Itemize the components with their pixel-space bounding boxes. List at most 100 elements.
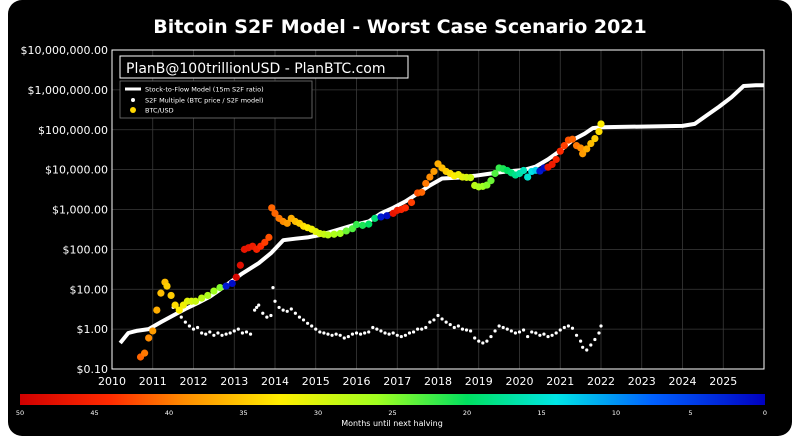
- btc-usd-point: [336, 229, 344, 238]
- s2f-multiple-point: [440, 317, 444, 321]
- s2f-multiple-point: [581, 345, 585, 349]
- colorbar-tick-label: 45: [90, 409, 98, 417]
- y-tick-label: $100.00: [63, 243, 109, 256]
- y-axis: $0.10 $1.00 $10.00 $100.00 $1,000.00 $10,000.…: [21, 44, 108, 376]
- btc-usd-point: [141, 349, 149, 357]
- s2f-multiple-point: [271, 285, 275, 290]
- s2f-multiple-point: [322, 331, 326, 335]
- btc-usd-point: [153, 306, 161, 314]
- btc-usd-point: [236, 261, 244, 269]
- s2f-multiple-point: [521, 328, 526, 332]
- btc-usd-point: [579, 150, 587, 158]
- x-tick-label: 2016: [343, 375, 371, 388]
- s2f-multiple-point: [428, 320, 432, 324]
- btc-usd-point: [167, 291, 175, 300]
- btc-usd-point: [175, 306, 183, 314]
- colorbar-tick-label: 10: [612, 409, 620, 417]
- s2f-multiple-point: [358, 332, 363, 336]
- y-tick-label: $0.10: [77, 363, 109, 376]
- s2f-multiple-point: [204, 332, 208, 336]
- btc-usd-point: [145, 334, 153, 342]
- colorbar-tick-label: 35: [239, 409, 247, 417]
- btc-usd-point: [430, 167, 438, 176]
- s2f-multiple-point: [530, 330, 534, 334]
- s2f-multiple-point: [546, 334, 550, 339]
- s2f-multiple-point: [363, 331, 367, 335]
- s2f-multiple-point: [399, 334, 403, 339]
- s2f-multiple-point: [579, 339, 583, 343]
- s2f-multiple-point: [407, 331, 412, 335]
- btc-usd-point: [352, 220, 361, 229]
- btc-usd-point: [552, 155, 560, 164]
- s2f-multiple-point: [538, 333, 542, 337]
- btc-usd-point: [422, 179, 430, 188]
- btc-usd-point: [157, 289, 165, 297]
- y-tick-label: $10,000.00: [45, 164, 108, 177]
- s2f-multiple-point: [200, 331, 204, 335]
- s2f-multiple-point: [342, 336, 346, 340]
- s2f-multiple-point: [285, 309, 289, 313]
- y-tick-label: $1,000.00: [52, 204, 108, 217]
- s2f-multiple-point: [293, 311, 297, 315]
- s2f-multiple-point: [593, 337, 597, 342]
- s2f-multiple-points: [171, 285, 603, 352]
- s2f-multiple-point: [562, 325, 566, 330]
- colorbar-tick-label: 50: [16, 409, 24, 417]
- s2f-multiple-point: [485, 339, 489, 343]
- btc-usd-point: [560, 142, 568, 150]
- btc-usd-point: [556, 147, 564, 155]
- s2f-multiple-point: [566, 324, 571, 328]
- s2f-multiple-point: [265, 315, 269, 319]
- btc-usd-point: [407, 198, 416, 207]
- y-tick-label: $1.00: [77, 323, 109, 336]
- s2f-multiple-point: [383, 331, 387, 335]
- btc-usd-point: [283, 219, 291, 227]
- s2f-model-line: [118, 83, 764, 345]
- s2f-multiple-point: [346, 334, 350, 339]
- s2f-multiple-point: [448, 322, 452, 327]
- s2f-multiple-point: [420, 327, 424, 331]
- s2f-multiple-point: [589, 343, 593, 347]
- btc-usd-points: [136, 120, 605, 361]
- s2f-multiple-point: [216, 331, 220, 335]
- watermark-text: PlanB@100trillionUSD - PlanBTC.com: [126, 61, 385, 77]
- colorbar-tick-label: 30: [314, 409, 322, 417]
- btc-usd-point: [171, 301, 179, 309]
- s2f-multiple-point: [391, 331, 395, 335]
- s2f-multiple-point: [240, 331, 244, 335]
- s2f-multiple-point: [509, 329, 513, 333]
- s2f-multiple-point: [558, 328, 562, 332]
- s2f-multiple-point: [460, 327, 465, 331]
- colorbar-label: Months until next halving: [341, 419, 443, 428]
- btc-usd-point: [595, 127, 603, 136]
- btc-usd-point: [359, 221, 367, 229]
- s2f-multiple-point: [212, 333, 216, 337]
- s2f-multiple-point: [261, 311, 265, 315]
- s2f-multiple-point: [277, 305, 281, 310]
- s2f-multiple-point: [179, 315, 183, 319]
- s2f-multiple-point: [301, 318, 306, 322]
- btc-usd-point: [268, 204, 276, 212]
- s2f-multiple-point: [570, 326, 575, 330]
- btc-usd-point: [342, 227, 350, 235]
- s2f-multiple-point: [375, 327, 379, 331]
- btc-usd-point: [519, 166, 528, 175]
- x-tick-label: 2014: [261, 375, 289, 388]
- s2f-multiple-point: [195, 325, 200, 330]
- s2f-multiple-point: [318, 330, 322, 334]
- colorbar-tick-label: 40: [165, 409, 173, 417]
- x-tick-label: 2021: [546, 375, 574, 388]
- btc-usd-point: [265, 233, 273, 241]
- chart-title: Bitcoin S2F Model - Worst Case Scenario …: [153, 16, 647, 38]
- btc-usd-point: [191, 297, 200, 305]
- s2f-multiple-point: [289, 307, 293, 311]
- btc-usd-point: [228, 279, 236, 288]
- s2f-multiple-point: [473, 336, 477, 340]
- s2f-multiple-point: [350, 332, 355, 336]
- colorbar-tick-label: 5: [688, 409, 692, 417]
- btc-usd-point: [583, 145, 591, 153]
- s2f-multiple-point: [255, 305, 259, 310]
- s2f-multiple-point: [379, 329, 383, 333]
- btc-usd-point: [210, 287, 218, 295]
- x-tick-label: 2012: [180, 375, 208, 388]
